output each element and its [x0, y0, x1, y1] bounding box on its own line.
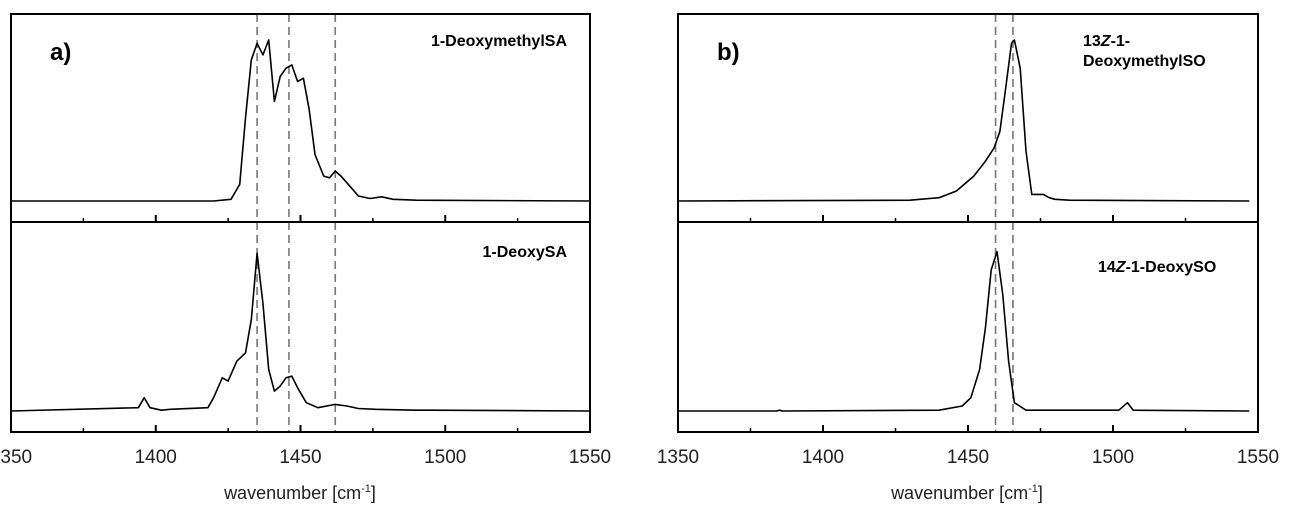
panel-a-tick-label-1450: 1450 [279, 447, 321, 468]
panel-a-x-axis-label: wavenumber [cm-1] [223, 483, 376, 503]
panel-a-top-spectrum-name: 1-DeoxymethylSA [431, 33, 567, 50]
panel-b-tick-label-1550: 1550 [1237, 447, 1279, 468]
panel-b: 1350 1400 1450 1500 1550 b) 13Z-1-Deoxymethy… [657, 13, 1279, 503]
panel-b-frame [677, 13, 1259, 433]
panel-a-tick-label-1500: 1500 [424, 447, 466, 468]
panel-a-frame [10, 13, 591, 433]
panel-b-tick-label-1500: 1500 [1092, 447, 1134, 468]
panel-a-series-1-line [10, 252, 591, 412]
panel-b-tick-label-1400: 1400 [802, 447, 844, 468]
panel-b-traces [677, 39, 1250, 412]
panel-b-tick-label-1450: 1450 [947, 447, 989, 468]
panel-a-series-0-line [11, 39, 591, 202]
panel-b-ticks: 1350 1400 1450 1500 1550 [657, 215, 1279, 468]
panel-a-letter: a) [50, 39, 71, 66]
panel-a-bottom-spectrum-name: 1-DeoxySA [483, 244, 568, 261]
panel-a-tick-label-1550: 1550 [569, 447, 611, 468]
panel-b-bottom-spectrum-name: 14Z-1-DeoxySO [1098, 259, 1216, 276]
panel-a-ticks: 1350 1400 1450 1500 1550 [0, 215, 611, 468]
panel-b-series-0-line [677, 39, 1250, 202]
panel-a-tick-label-1350: 1350 [0, 447, 32, 468]
panel-a-traces [10, 39, 591, 412]
panel-b-x-axis-label: wavenumber [cm-1] [890, 483, 1043, 503]
panel-b-letter: b) [717, 39, 740, 66]
panel-b-series-1-line [678, 250, 1250, 412]
panel-a-tick-label-1400: 1400 [135, 447, 177, 468]
panel-b-top-spectrum-name: 13Z-1-DeoxymethylSO [1083, 33, 1206, 70]
panel-b-tick-label-1350: 1350 [657, 447, 699, 468]
